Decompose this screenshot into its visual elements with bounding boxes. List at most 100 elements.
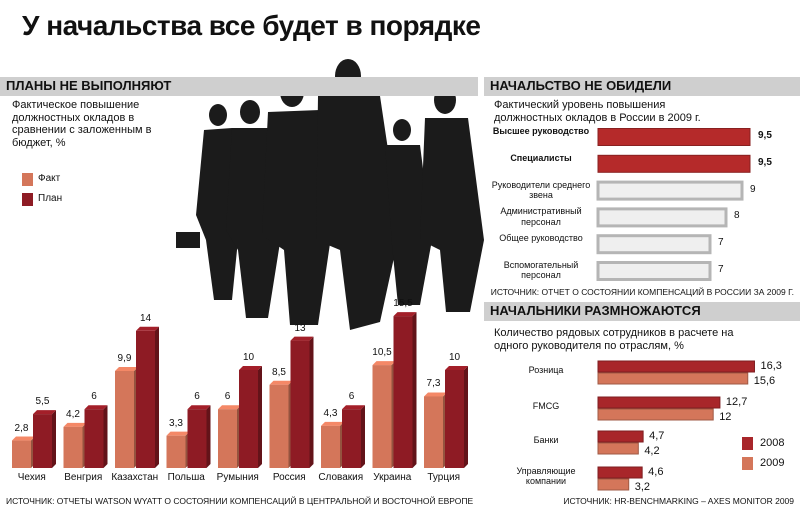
y-tick-label: Высшее руководство <box>492 126 590 136</box>
y-tick-label: Вспомогательный персонал <box>503 260 579 281</box>
bar-top <box>187 405 211 410</box>
bar <box>393 316 413 468</box>
value-label: 6 <box>224 391 231 403</box>
legend-label: План <box>38 193 63 204</box>
bar <box>596 207 728 228</box>
bar-top <box>445 366 468 370</box>
bar-side <box>52 410 56 468</box>
x-tick-label: Казахстан <box>111 472 159 483</box>
value-label: 10,5 <box>372 347 392 359</box>
x-tick-label: Румыния <box>216 472 259 483</box>
value-label: 9,9 <box>117 352 132 364</box>
bar <box>136 330 155 468</box>
bar-side <box>412 312 417 468</box>
value-label: 4,2 <box>644 445 660 457</box>
main-title: У начальства все будет в порядке <box>22 10 481 41</box>
value-label: 4,3 <box>323 407 338 419</box>
legend-swatch <box>742 437 753 450</box>
bar <box>597 128 751 146</box>
bar <box>596 180 744 201</box>
bar <box>596 234 712 255</box>
section-title: НАЧАЛЬСТВО НЕ ОБИДЕЛИ <box>484 77 800 96</box>
source: ИСТОЧНИК: HR-BENCHMARKING – AXES MONITOR… <box>563 496 794 506</box>
value-label: 6 <box>194 391 200 403</box>
bar-top <box>12 436 35 441</box>
bar-top <box>290 336 314 341</box>
bar <box>445 370 464 468</box>
bar-side <box>155 326 159 468</box>
bar-top <box>218 405 241 410</box>
bar <box>372 365 392 468</box>
subtitle: Количество рядовых сотрудников в расчете… <box>494 327 734 352</box>
value-label: 14 <box>139 312 152 324</box>
value-label: 12 <box>719 411 732 423</box>
bar-top <box>372 361 396 366</box>
y-tick-label: Специалисты <box>510 152 572 163</box>
value-label: 4,7 <box>649 430 665 442</box>
value-label: 7 <box>718 237 724 249</box>
bar <box>115 370 134 468</box>
value-label: 10 <box>448 352 461 363</box>
value-label: 7,3 <box>426 378 441 390</box>
bar <box>187 409 207 468</box>
bar-top <box>321 421 344 426</box>
x-tick-label: Венгрия <box>64 472 103 483</box>
bar <box>597 442 639 455</box>
x-tick-label: Чехия <box>17 472 46 483</box>
bar-top <box>342 405 365 410</box>
bar-side <box>309 336 314 468</box>
legend-label: 2008 <box>760 437 785 449</box>
subtitle: Фактический уровень повышения должностны… <box>494 99 701 124</box>
y-tick-label: Общее руководство <box>499 233 583 244</box>
value-label: 12,7 <box>725 396 748 408</box>
bar-top <box>33 410 56 415</box>
value-label: 6 <box>91 391 97 403</box>
value-label: 9,5 <box>758 130 772 141</box>
bar <box>597 478 630 491</box>
legend-label: 2009 <box>760 457 785 469</box>
bar <box>166 435 186 468</box>
value-label: 13 <box>294 322 306 334</box>
x-tick-label: Россия <box>272 472 306 483</box>
subtitle: Фактическое повышение должностных окладо… <box>12 99 152 149</box>
bar-side <box>103 405 108 468</box>
y-tick-label: Руководители среднего звена <box>491 179 591 200</box>
bar <box>342 409 361 468</box>
bar-side <box>258 366 262 468</box>
bar-top <box>115 366 138 371</box>
value-label: 6 <box>348 391 355 403</box>
bar-top <box>63 422 87 427</box>
value-label: 5,5 <box>35 396 50 408</box>
legend-label: Факт <box>38 173 61 184</box>
bar-top <box>84 405 108 410</box>
bar-top <box>424 392 447 397</box>
bar <box>597 372 749 385</box>
x-tick-label: Турция <box>427 472 461 483</box>
value-label: 8 <box>734 210 740 222</box>
x-tick-label: Украина <box>373 472 412 483</box>
bar <box>218 409 237 468</box>
legend-swatch <box>22 193 33 206</box>
bar <box>596 261 712 281</box>
value-label: 4,6 <box>648 466 664 478</box>
value-label: 7 <box>718 264 724 275</box>
x-tick-label: Польша <box>167 472 205 483</box>
value-label: 10 <box>242 352 255 363</box>
value-label: 16,3 <box>760 360 782 372</box>
value-label: 4,2 <box>66 408 80 420</box>
bar <box>597 154 751 173</box>
value-label: 15,5 <box>393 298 413 310</box>
bar-side <box>464 366 468 468</box>
value-label: 3,3 <box>169 417 183 429</box>
bar <box>424 396 443 468</box>
bar <box>597 408 714 421</box>
bar-top <box>166 431 190 436</box>
bar-top <box>393 312 417 317</box>
bar-top <box>136 326 159 331</box>
value-label: 15,6 <box>753 375 776 387</box>
bar <box>84 409 104 468</box>
bar-side <box>206 405 211 468</box>
bar <box>597 430 644 443</box>
bar <box>321 425 340 468</box>
bar <box>597 466 643 479</box>
